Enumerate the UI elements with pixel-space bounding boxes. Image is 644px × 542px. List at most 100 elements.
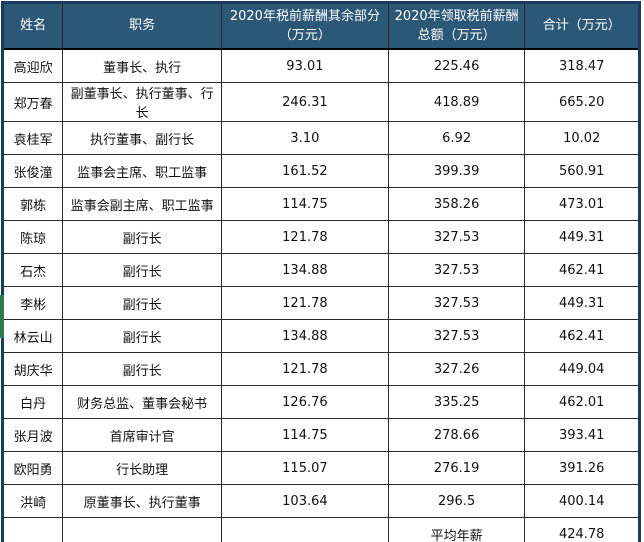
cell-name: 石杰: [1, 253, 64, 287]
table-header: 姓名 职务 2020年税前薪酬其余部分 （万元） 2020年领取税前薪酬 总额（…: [1, 2, 640, 50]
cell-name: 袁桂军: [1, 121, 64, 155]
cell-position: 副行长: [62, 319, 223, 353]
table-row: 石杰 副行长 134.88 327.53 462.41: [1, 253, 640, 287]
cell-sum: 393.41: [524, 418, 640, 452]
cell-remainder: 121.78: [221, 220, 389, 254]
cell-total-received: 296.5: [387, 484, 526, 518]
table-row: 洪崎 原董事长、执行董事 103.64 296.5 400.14: [1, 484, 640, 518]
cell-remainder: 246.31: [221, 82, 389, 122]
cell-position: 原董事长、执行董事: [62, 484, 223, 518]
cell-position: 执行董事、副行长: [62, 121, 223, 155]
cell-sum: 462.41: [524, 319, 640, 353]
table-row: 陈琼 副行长 121.78 327.53 449.31: [1, 220, 640, 254]
table-row: 白丹 财务总监、董事会秘书 126.76 335.25 462.01: [1, 385, 640, 419]
table-row: 高迎欣 董事长、执行 93.01 225.46 318.47: [1, 48, 640, 83]
cell-sum: 449.31: [524, 286, 640, 320]
cell-remainder: 115.07: [221, 451, 389, 485]
cell-name: 陈琼: [1, 220, 64, 254]
cell-sum: 449.31: [524, 220, 640, 254]
cell-sum: 560.91: [524, 154, 640, 188]
cell-name: 洪崎: [1, 484, 64, 518]
cell-total-received: 418.89: [387, 82, 526, 122]
cell-position: 行长助理: [62, 451, 223, 485]
cell-position: 首席审计官: [62, 418, 223, 452]
cell-sum: 10.02: [524, 121, 640, 155]
cell-total-received: 327.26: [387, 352, 526, 386]
cell-position: 监事会副主席、职工监事: [62, 187, 223, 221]
table-row: 欧阳勇 行长助理 115.07 276.19 391.26: [1, 451, 640, 485]
table-row: 郭栋 监事会副主席、职工监事 114.75 358.26 473.01: [1, 187, 640, 221]
cell-remainder: 103.64: [221, 484, 389, 518]
header-cell-remainder: 2020年税前薪酬其余部分 （万元）: [221, 2, 389, 50]
cell-total-received: 276.19: [387, 451, 526, 485]
cell-remainder: 114.75: [221, 187, 389, 221]
left-edge-green-artifact: [0, 295, 4, 338]
cell-sum: 391.26: [524, 451, 640, 485]
cell-name: 郑万春: [1, 82, 64, 122]
cell-name: 胡庆华: [1, 352, 64, 386]
cell-position: 副行长: [62, 352, 223, 386]
table-row: 郑万春 副董事长、执行董事、行长 246.31 418.89 665.20: [1, 82, 640, 122]
cell-remainder: 114.75: [221, 418, 389, 452]
cell-total-received: 6.92: [387, 121, 526, 155]
cell-position: 财务总监、董事会秘书: [62, 385, 223, 419]
cell-remainder: 161.52: [221, 154, 389, 188]
cell-position: 监事会主席、职工监事: [62, 154, 223, 188]
cell-name: 白丹: [1, 385, 64, 419]
cell-remainder: 134.88: [221, 319, 389, 353]
cell-sum: 462.01: [524, 385, 640, 419]
header-cell-name: 姓名: [1, 2, 64, 50]
table-row: 林云山 副行长 134.88 327.53 462.41: [1, 319, 640, 353]
cell-total-received: 399.39: [387, 154, 526, 188]
cell-total-received: 327.53: [387, 319, 526, 353]
cell-sum: 665.20: [524, 82, 640, 122]
table-row: 平均年薪 424.78: [1, 517, 640, 542]
cell-position: 副行长: [62, 286, 223, 320]
cell-total-received: 327.53: [387, 253, 526, 287]
cell-sum: 449.04: [524, 352, 640, 386]
cell-total-received: 335.25: [387, 385, 526, 419]
table-row: 袁桂军 执行董事、副行长 3.10 6.92 10.02: [1, 121, 640, 155]
cell-remainder: 121.78: [221, 352, 389, 386]
cell-position: 副行长: [62, 253, 223, 287]
table-row: 张月波 首席审计官 114.75 278.66 393.41: [1, 418, 640, 452]
cell-position: 董事长、执行: [62, 48, 223, 83]
header-cell-sum: 合计（万元）: [524, 2, 640, 50]
cell-name: 李彬: [1, 286, 64, 320]
table-row: 张俊潼 监事会主席、职工监事 161.52 399.39 560.91: [1, 154, 640, 188]
cell-total-received: 327.53: [387, 286, 526, 320]
cell-remainder: 3.10: [221, 121, 389, 155]
cell-sum: 318.47: [524, 48, 640, 83]
cell-total-received: 278.66: [387, 418, 526, 452]
cell-name: 欧阳勇: [1, 451, 64, 485]
table-body: 高迎欣 董事长、执行 93.01 225.46 318.47 郑万春 副董事长、执行董事、行…: [1, 48, 640, 542]
cell-name: 林云山: [1, 319, 64, 353]
cell-remainder: [221, 517, 389, 542]
cell-sum: 424.78: [524, 517, 640, 542]
cell-total-received: 327.53: [387, 220, 526, 254]
cell-sum: 462.41: [524, 253, 640, 287]
cell-total-received: 358.26: [387, 187, 526, 221]
header-cell-total-received: 2020年领取税前薪酬 总额（万元）: [387, 2, 526, 50]
header-cell-position: 职务: [62, 2, 223, 50]
cell-name: 郭栋: [1, 187, 64, 221]
header-row: 姓名 职务 2020年税前薪酬其余部分 （万元） 2020年领取税前薪酬 总额（…: [1, 2, 640, 50]
cell-sum: 400.14: [524, 484, 640, 518]
cell-position: [62, 517, 223, 542]
table-row: 胡庆华 副行长 121.78 327.26 449.04: [1, 352, 640, 386]
cell-position: 副行长: [62, 220, 223, 254]
cell-name: 张俊潼: [1, 154, 64, 188]
cell-remainder: 121.78: [221, 286, 389, 320]
cell-remainder: 126.76: [221, 385, 389, 419]
cell-name: 高迎欣: [1, 48, 64, 83]
cell-remainder: 93.01: [221, 48, 389, 83]
cell-total-received: 平均年薪: [387, 517, 526, 542]
cell-position: 副董事长、执行董事、行长: [62, 82, 223, 122]
cell-name: [1, 517, 64, 542]
cell-sum: 473.01: [524, 187, 640, 221]
cell-total-received: 225.46: [387, 48, 526, 83]
cell-name: 张月波: [1, 418, 64, 452]
cell-remainder: 134.88: [221, 253, 389, 287]
